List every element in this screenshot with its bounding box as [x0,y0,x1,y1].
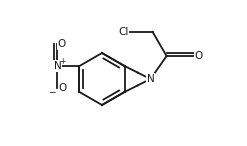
Text: O: O [58,83,67,93]
Text: O: O [57,39,66,49]
Text: −: − [48,87,55,97]
Text: N: N [54,61,61,71]
Text: O: O [194,51,203,61]
Text: +: + [59,57,66,66]
Text: N: N [147,74,154,84]
Text: Cl: Cl [119,27,129,37]
